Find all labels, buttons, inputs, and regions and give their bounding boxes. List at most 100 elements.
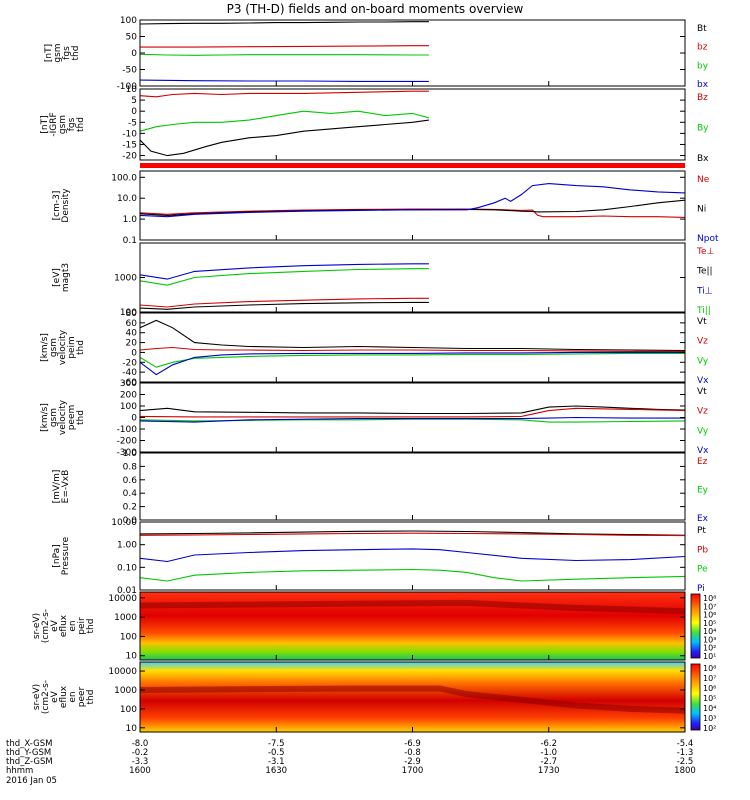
x-tick-label: -0.8 [404, 748, 421, 758]
y-tick-label: 100 [120, 402, 137, 412]
y-tick-label: 10.0 [117, 194, 137, 204]
legend-Npot: Npot [697, 234, 719, 244]
series-Vx [139, 416, 685, 423]
spectrogram-ridge [139, 685, 686, 714]
y-tick-label: 100 [120, 632, 137, 642]
y-axis-label-line: thd [86, 690, 96, 705]
x-tick-label: 1600 [129, 766, 151, 776]
y-tick-label: 0 [131, 107, 137, 117]
series-Npot [139, 183, 686, 218]
y-tick-label: 0.4 [123, 489, 138, 499]
legend-Bt: Bt [697, 24, 707, 34]
y-tick-label: 0.0 [123, 516, 138, 526]
y-axis-label-line: sr-eV) [32, 684, 42, 710]
y-axis-label-line: [eV] [52, 268, 62, 287]
y-axis-label-line: thd [76, 340, 86, 355]
series-Vz [139, 407, 686, 418]
y-tick-label: 10 [126, 652, 138, 662]
colorbar-tick-label: 10³ [703, 635, 716, 644]
y-tick-label: 0.01 [117, 586, 137, 596]
y-tick-label: -100 [117, 82, 138, 92]
legend-Vt: Vt [697, 387, 707, 397]
series-bx [139, 79, 429, 82]
y-axis-label: E=-VxB[mV/m] [52, 470, 71, 504]
y-tick-label: 0.10 [117, 563, 137, 573]
y-axis-label-line: en [68, 691, 78, 702]
date-label: 2016 Jan 05 [6, 776, 57, 786]
colorbar-scale [690, 663, 701, 731]
colorbar-tick-label: 10² [703, 644, 716, 653]
y-axis-label-line: -IGRF [49, 112, 59, 136]
y-tick-label: 1.0 [123, 215, 138, 225]
y-axis-label-line: gsm [49, 408, 59, 427]
panel-frame [139, 452, 686, 521]
legend-Te||: Te|| [696, 267, 713, 277]
x-tick-label: -6.9 [404, 739, 421, 749]
legend-Pe: Pe [697, 565, 708, 575]
y-axis-label-line: Pressure [61, 536, 71, 575]
colorbar-scale [690, 593, 701, 659]
panel-frame [139, 242, 686, 313]
legend-Vx: Vx [697, 376, 709, 386]
y-axis-label-line: peem [67, 405, 77, 431]
legend-Ey: Ey [697, 486, 709, 496]
x-tick-label: 1630 [265, 766, 287, 776]
y-tick-label: 0 [131, 348, 137, 358]
spectrogram-fill [140, 662, 685, 732]
series-Te⊥ [139, 297, 429, 308]
series-Vt [139, 405, 686, 415]
legend-Pb: Pb [697, 545, 708, 555]
y-tick-label: 0.6 [123, 476, 138, 486]
y-tick-label: -20 [122, 358, 137, 368]
y-axis-label-line: sr-eV) [32, 613, 42, 639]
series-Vt [139, 319, 686, 352]
y-axis-label-line: Density [61, 188, 71, 223]
y-axis-label-line: [nT] [40, 115, 50, 133]
x-tick-label: 1800 [674, 766, 696, 776]
y-tick-label: -5 [128, 118, 137, 128]
y-tick-label: -100 [117, 425, 138, 435]
y-axis-label: magt3[eV] [52, 263, 71, 292]
y-tick-label: 20 [126, 339, 138, 349]
series-Bz [139, 90, 429, 98]
colorbar-tick-label: 10⁶ [703, 684, 716, 693]
legend-Vt: Vt [697, 317, 707, 327]
colorbar-tick-label: 10⁸ [703, 594, 716, 603]
y-tick-label: 100 [120, 308, 137, 318]
y-tick-label: 0 [131, 414, 137, 424]
y-axis-label-line: eflux [59, 685, 69, 708]
series-Ti⊥ [139, 263, 429, 280]
x-tick-label: -2.9 [404, 757, 421, 767]
y-tick-label: -200 [117, 437, 138, 447]
y-tick-label: 0.2 [123, 503, 137, 513]
y-tick-label: 200 [120, 391, 137, 401]
series-Ti|| [139, 268, 429, 286]
y-tick-label: 1.0 [123, 449, 138, 459]
y-tick-label: 10000 [108, 594, 137, 604]
series-Te|| [139, 301, 429, 310]
colorbar-tick-label: 10⁶ [703, 611, 716, 620]
x-tick-label: -3.3 [132, 757, 149, 767]
colorbar-tick-label: 10⁵ [703, 694, 716, 703]
series-bz [140, 45, 429, 48]
y-axis-label: Pressure[nPa] [52, 536, 71, 575]
spectrogram-ridge [139, 599, 686, 615]
legend-Ti||: Ti|| [696, 306, 711, 316]
y-axis-label-line: [nPa] [52, 544, 62, 567]
y-axis-label-line: [km/s] [40, 333, 50, 362]
y-tick-label: 1000 [114, 613, 137, 623]
y-axis-label-line: thd [76, 410, 86, 425]
legend-bz: bz [697, 43, 708, 53]
y-tick-label: 5 [131, 96, 137, 106]
y-tick-label: 0.1 [123, 236, 137, 246]
x-tick-label: -8.0 [132, 739, 149, 749]
x-tick-label: 1700 [402, 766, 424, 776]
